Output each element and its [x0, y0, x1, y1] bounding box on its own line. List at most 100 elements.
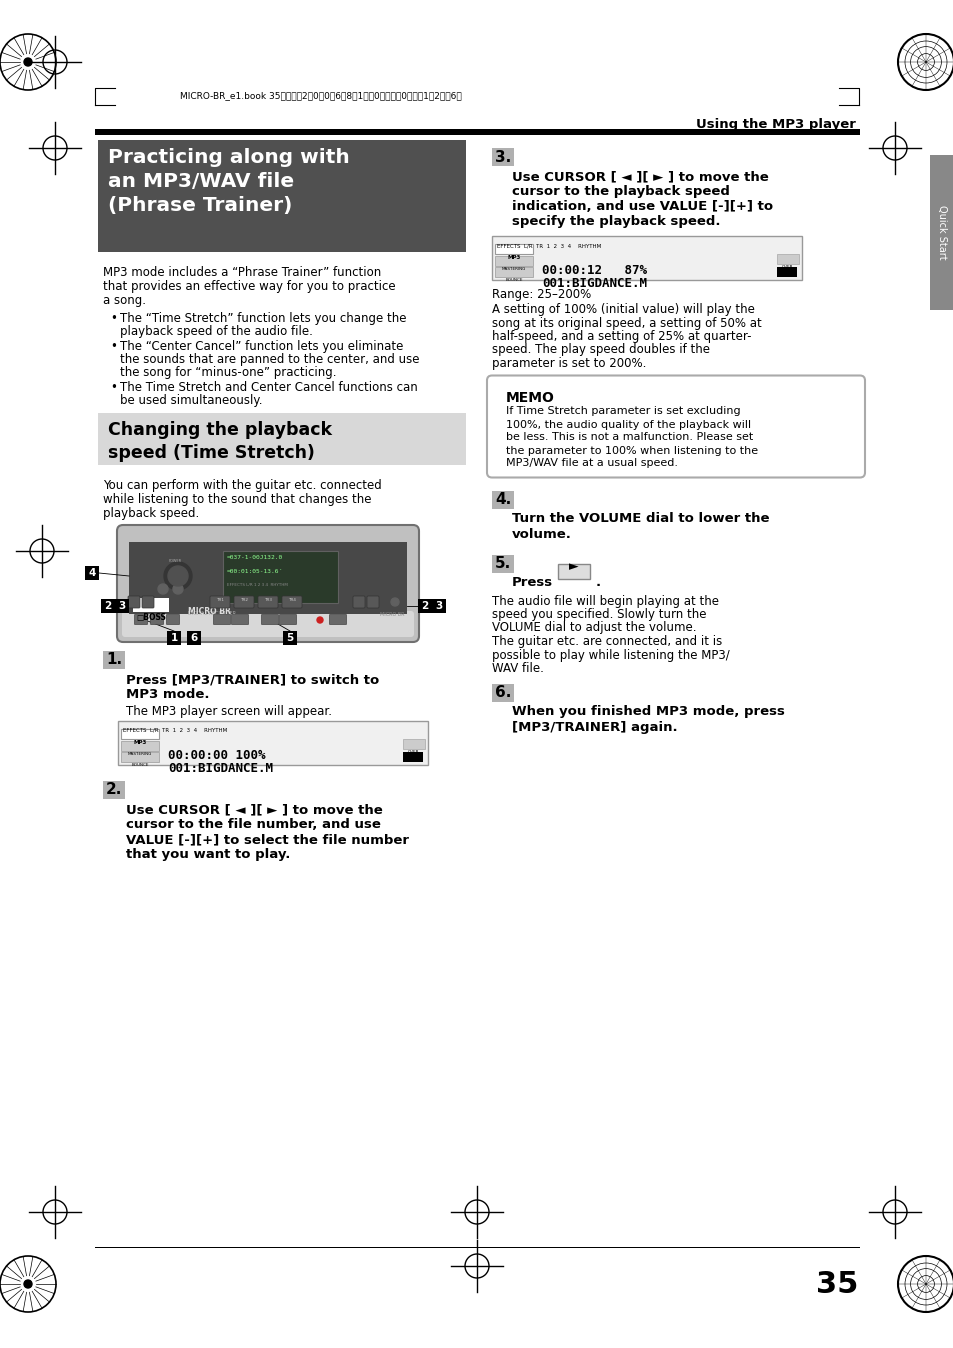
Circle shape: [391, 599, 398, 607]
Text: 3: 3: [435, 601, 442, 611]
Text: MP3: MP3: [133, 740, 147, 745]
FancyBboxPatch shape: [151, 615, 163, 624]
FancyBboxPatch shape: [167, 615, 179, 624]
Text: 5: 5: [286, 634, 294, 643]
Text: 6: 6: [191, 634, 197, 643]
FancyBboxPatch shape: [134, 615, 148, 624]
Text: OVER: OVER: [408, 749, 419, 754]
Bar: [103, 651, 125, 669]
Text: MP3: MP3: [507, 255, 520, 260]
Text: Press [MP3/TRAINER] to switch to: Press [MP3/TRAINER] to switch to: [126, 673, 379, 686]
Bar: [402, 752, 422, 762]
Bar: [495, 244, 533, 253]
Text: speed. The play speed doubles if the: speed. The play speed doubles if the: [492, 344, 709, 356]
Bar: [121, 741, 159, 751]
Text: EFFECTS  L/R  TR  1  2  3  4    RHYTHM: EFFECTS L/R TR 1 2 3 4 RHYTHM: [123, 728, 227, 733]
Bar: [402, 739, 424, 749]
Text: half-speed, and a setting of 25% at quarter-: half-speed, and a setting of 25% at quar…: [492, 330, 751, 342]
Bar: [283, 631, 296, 644]
FancyBboxPatch shape: [257, 596, 277, 608]
Bar: [95, 129, 859, 135]
Text: a song.: a song.: [103, 294, 146, 307]
Text: be less. This is not a malfunction. Please set: be less. This is not a malfunction. Plea…: [505, 433, 753, 442]
Text: specify the playback speed.: specify the playback speed.: [512, 214, 720, 228]
Text: 1.: 1.: [106, 652, 122, 667]
Text: 5.: 5.: [495, 555, 511, 572]
FancyBboxPatch shape: [282, 596, 302, 608]
FancyBboxPatch shape: [232, 615, 248, 624]
Bar: [492, 148, 514, 166]
Bar: [187, 631, 201, 644]
Text: MP3/WAV file at a usual speed.: MP3/WAV file at a usual speed.: [505, 458, 678, 469]
Text: Range: 25–200%: Range: 25–200%: [492, 288, 591, 301]
Text: .: .: [596, 577, 600, 589]
Text: volume.: volume.: [512, 527, 571, 541]
Bar: [167, 631, 181, 644]
Text: MICRO BR: MICRO BR: [188, 607, 231, 616]
FancyBboxPatch shape: [213, 615, 231, 624]
Text: 00:00:00 100%: 00:00:00 100%: [168, 749, 265, 762]
Text: Use CURSOR [ ◄ ][ ► ] to move the: Use CURSOR [ ◄ ][ ► ] to move the: [126, 803, 382, 816]
Text: The “Time Stretch” function lets you change the: The “Time Stretch” function lets you cha…: [120, 311, 406, 325]
Text: MASTERING: MASTERING: [501, 267, 526, 271]
FancyBboxPatch shape: [210, 596, 230, 608]
Text: while listening to the sound that changes the: while listening to the sound that change…: [103, 493, 371, 506]
Text: the song for “minus-one” practicing.: the song for “minus-one” practicing.: [120, 367, 336, 379]
Bar: [495, 256, 533, 266]
Text: Quick Start: Quick Start: [936, 205, 946, 260]
Text: the parameter to 100% when listening to the: the parameter to 100% when listening to …: [505, 445, 758, 456]
FancyBboxPatch shape: [367, 596, 378, 608]
Text: =037-1-00J132.0: =037-1-00J132.0: [227, 555, 283, 559]
FancyBboxPatch shape: [261, 615, 278, 624]
Text: BOUNCE: BOUNCE: [505, 278, 522, 282]
Text: parameter is set to 200%.: parameter is set to 200%.: [492, 357, 646, 369]
Text: Using the MP3 player: Using the MP3 player: [696, 119, 855, 131]
FancyBboxPatch shape: [279, 615, 296, 624]
Text: The MP3 player screen will appear.: The MP3 player screen will appear.: [126, 705, 332, 718]
Text: EFFECTS  L/R  TR  1  2  3  4    RHYTHM: EFFECTS L/R TR 1 2 3 4 RHYTHM: [497, 243, 600, 248]
Text: cursor to the file number, and use: cursor to the file number, and use: [126, 818, 380, 830]
Bar: [492, 236, 801, 280]
Text: [MP3/TRAINER] again.: [MP3/TRAINER] again.: [512, 720, 677, 733]
Bar: [95, 1247, 859, 1248]
Text: Practicing along with
an MP3/WAV file
(Phrase Trainer): Practicing along with an MP3/WAV file (P…: [108, 148, 350, 216]
Bar: [85, 566, 99, 580]
Bar: [223, 551, 337, 603]
Text: •: •: [110, 311, 117, 325]
Text: 3: 3: [118, 601, 126, 611]
Text: playback speed of the audio file.: playback speed of the audio file.: [120, 325, 313, 338]
Bar: [492, 683, 514, 701]
Text: speed you specified. Slowly turn the: speed you specified. Slowly turn the: [492, 608, 706, 621]
Text: 001:BIGDANCE.M: 001:BIGDANCE.M: [541, 276, 646, 290]
Text: 2: 2: [104, 601, 112, 611]
Text: that you want to play.: that you want to play.: [126, 848, 290, 861]
Text: □BOSS: □BOSS: [136, 613, 166, 621]
Text: WAV file.: WAV file.: [492, 662, 543, 675]
Text: When you finished MP3 mode, press: When you finished MP3 mode, press: [512, 705, 784, 718]
Text: MP3 mode includes a “Phrase Trainer” function: MP3 mode includes a “Phrase Trainer” fun…: [103, 266, 381, 279]
Text: A setting of 100% (initial value) will play the: A setting of 100% (initial value) will p…: [492, 303, 754, 315]
Bar: [118, 721, 428, 766]
Bar: [115, 599, 129, 613]
Circle shape: [24, 1281, 32, 1287]
Bar: [558, 563, 589, 578]
Text: The guitar etc. are connected, and it is: The guitar etc. are connected, and it is: [492, 635, 721, 648]
Bar: [492, 554, 514, 573]
Text: 001:BIGDANCE.M: 001:BIGDANCE.M: [168, 762, 273, 775]
Bar: [121, 729, 159, 739]
Text: =00:01:05-13.6´: =00:01:05-13.6´: [227, 569, 283, 574]
Text: 100%, the audio quality of the playback will: 100%, the audio quality of the playback …: [505, 419, 750, 430]
FancyBboxPatch shape: [122, 611, 414, 638]
Text: BOUNCE: BOUNCE: [132, 763, 149, 767]
Text: indication, and use VALUE [-][+] to: indication, and use VALUE [-][+] to: [512, 200, 772, 213]
Text: MASTERING: MASTERING: [128, 752, 152, 756]
Text: EFFECTS L/R 1 2 3 4  RHYTHM: EFFECTS L/R 1 2 3 4 RHYTHM: [227, 582, 288, 586]
Bar: [121, 752, 159, 762]
Bar: [417, 599, 432, 613]
Text: MICRO BR: MICRO BR: [380, 612, 405, 617]
Text: TR4: TR4: [288, 599, 295, 603]
FancyBboxPatch shape: [142, 596, 153, 608]
Circle shape: [168, 566, 188, 586]
Bar: [776, 253, 799, 264]
Text: 2: 2: [421, 601, 428, 611]
